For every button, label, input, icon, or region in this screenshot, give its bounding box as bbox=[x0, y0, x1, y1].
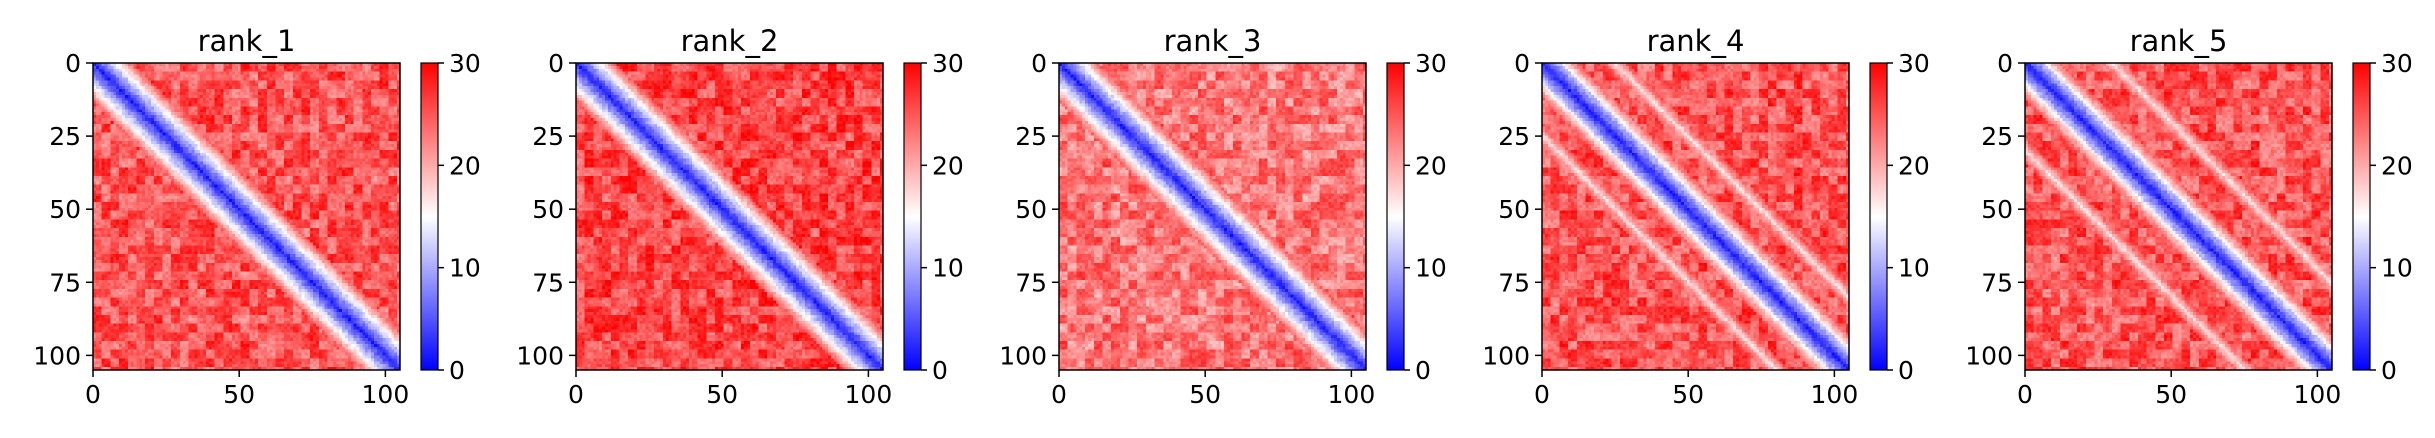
heatmap-image bbox=[1542, 63, 1849, 370]
panel-title: rank_4 bbox=[1647, 24, 1745, 58]
panel-title: rank_3 bbox=[1164, 24, 1262, 58]
y-tick-label: 75 bbox=[1981, 268, 2013, 297]
x-tick-label: 50 bbox=[223, 380, 255, 409]
colorbar-tick-label: 20 bbox=[2381, 151, 2413, 180]
colorbar-tick-label: 20 bbox=[449, 151, 481, 180]
y-tick-label: 50 bbox=[49, 195, 81, 224]
heatmap-image bbox=[1059, 63, 1366, 370]
panel-title: rank_2 bbox=[681, 24, 779, 58]
y-tick-label: 0 bbox=[548, 49, 564, 78]
plot-frame bbox=[1541, 62, 1850, 371]
x-tick-label: 0 bbox=[568, 380, 584, 409]
x-tick-label: 50 bbox=[1672, 380, 1704, 409]
colorbar-tick-label: 0 bbox=[932, 356, 948, 385]
y-tick-label: 100 bbox=[1965, 341, 2013, 370]
x-tick-label: 100 bbox=[1328, 380, 1376, 409]
colorbar-tick-label: 20 bbox=[932, 151, 964, 180]
colorbar-tick-label: 10 bbox=[1898, 254, 1930, 283]
colorbar-tick-label: 10 bbox=[449, 254, 481, 283]
colorbar bbox=[420, 62, 439, 371]
x-tick-label: 0 bbox=[1534, 380, 1550, 409]
y-tick-label: 75 bbox=[1015, 268, 1047, 297]
heatmap-image bbox=[93, 63, 400, 370]
plot-frame bbox=[1058, 62, 1367, 371]
y-tick-label: 50 bbox=[532, 195, 564, 224]
plot-frame bbox=[575, 62, 884, 371]
y-tick-label: 50 bbox=[1981, 195, 2013, 224]
y-tick-label: 100 bbox=[999, 341, 1047, 370]
y-tick-label: 0 bbox=[1031, 49, 1047, 78]
colorbar-tick-label: 0 bbox=[2381, 356, 2397, 385]
colorbar-tick-label: 30 bbox=[1415, 49, 1447, 78]
y-tick-label: 50 bbox=[1498, 195, 1530, 224]
x-tick-label: 100 bbox=[1811, 380, 1859, 409]
y-tick-label: 100 bbox=[1482, 341, 1530, 370]
y-tick-label: 50 bbox=[1015, 195, 1047, 224]
colorbar-tick-label: 30 bbox=[2381, 49, 2413, 78]
x-tick-label: 100 bbox=[2294, 380, 2342, 409]
x-tick-label: 0 bbox=[85, 380, 101, 409]
y-tick-label: 0 bbox=[65, 49, 81, 78]
colorbar bbox=[1869, 62, 1888, 371]
x-tick-label: 50 bbox=[706, 380, 738, 409]
plot-frame bbox=[2024, 62, 2333, 371]
x-tick-label: 0 bbox=[1051, 380, 1067, 409]
colorbar bbox=[1386, 62, 1405, 371]
y-tick-label: 75 bbox=[49, 268, 81, 297]
y-tick-label: 0 bbox=[1997, 49, 2013, 78]
x-tick-label: 50 bbox=[2155, 380, 2187, 409]
x-tick-label: 0 bbox=[2017, 380, 2033, 409]
panel-title: rank_5 bbox=[2130, 24, 2228, 58]
x-tick-label: 100 bbox=[845, 380, 893, 409]
colorbar-tick-label: 10 bbox=[932, 254, 964, 283]
colorbar-tick-label: 10 bbox=[2381, 254, 2413, 283]
y-tick-label: 0 bbox=[1514, 49, 1530, 78]
y-tick-label: 25 bbox=[49, 122, 81, 151]
colorbar bbox=[2352, 62, 2371, 371]
heatmap-image bbox=[576, 63, 883, 370]
y-tick-label: 100 bbox=[33, 341, 81, 370]
plot-frame bbox=[92, 62, 401, 371]
y-tick-label: 25 bbox=[1498, 122, 1530, 151]
colorbar bbox=[903, 62, 922, 371]
y-tick-label: 25 bbox=[1981, 122, 2013, 151]
colorbar-tick-label: 0 bbox=[449, 356, 465, 385]
y-tick-label: 25 bbox=[1015, 122, 1047, 151]
colorbar-tick-label: 30 bbox=[932, 49, 964, 78]
panel-title: rank_1 bbox=[198, 24, 296, 58]
colorbar-tick-label: 0 bbox=[1898, 356, 1914, 385]
y-tick-label: 75 bbox=[532, 268, 564, 297]
y-tick-label: 75 bbox=[1498, 268, 1530, 297]
colorbar-tick-label: 30 bbox=[449, 49, 481, 78]
colorbar-tick-label: 30 bbox=[1898, 49, 1930, 78]
colorbar-tick-label: 20 bbox=[1898, 151, 1930, 180]
y-tick-label: 25 bbox=[532, 122, 564, 151]
colorbar-tick-label: 10 bbox=[1415, 254, 1447, 283]
y-tick-label: 100 bbox=[516, 341, 564, 370]
x-tick-label: 100 bbox=[362, 380, 410, 409]
colorbar-tick-label: 0 bbox=[1415, 356, 1431, 385]
heatmap-image bbox=[2025, 63, 2332, 370]
x-tick-label: 50 bbox=[1189, 380, 1221, 409]
colorbar-tick-label: 20 bbox=[1415, 151, 1447, 180]
